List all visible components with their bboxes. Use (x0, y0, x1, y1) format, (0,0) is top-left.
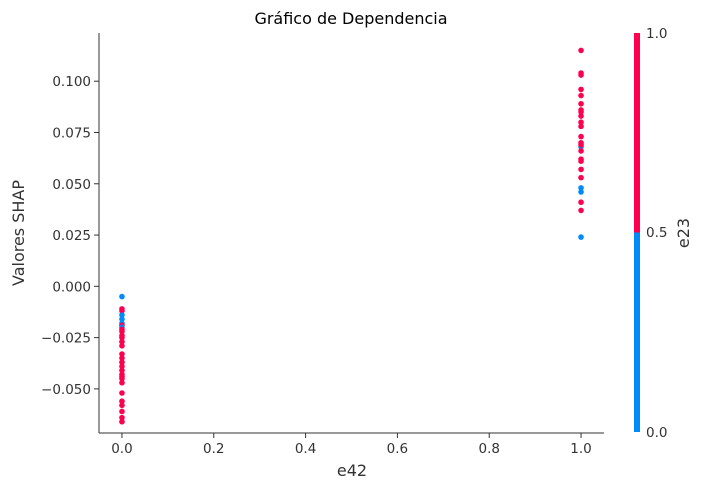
data-point (119, 398, 125, 405)
data-point (119, 338, 125, 345)
colorbar-tick-high: 1.0 (646, 26, 667, 42)
x-tick-label: 0.4 (295, 441, 316, 457)
data-point (578, 185, 584, 191)
data-point (119, 343, 125, 349)
data-point (578, 148, 584, 154)
data-point (119, 293, 125, 300)
colorbar-tick-low: 0.0 (646, 425, 667, 441)
data-point (578, 47, 584, 54)
colorbar-gradient (634, 33, 640, 432)
x-tick-label: 0.0 (111, 441, 132, 457)
data-point (119, 359, 125, 366)
x-tick-label: 1.0 (570, 441, 591, 457)
data-points (119, 47, 584, 425)
colorbar-label: e23 (674, 218, 693, 248)
data-point (578, 133, 584, 140)
colorbar-tick-mid: 0.5 (646, 225, 667, 241)
data-point (119, 402, 125, 409)
y-tick-label: 0.000 (52, 279, 91, 295)
data-point (119, 367, 125, 374)
data-point (119, 316, 125, 322)
data-point (578, 189, 584, 195)
data-point (578, 123, 584, 130)
y-tick-label: −0.050 (41, 382, 91, 398)
data-point (119, 308, 125, 314)
data-point (578, 86, 584, 93)
data-point (578, 141, 584, 148)
x-axis-label: e42 (337, 461, 367, 480)
data-point (578, 158, 584, 165)
y-tick-label: −0.025 (41, 331, 91, 347)
data-point (119, 328, 125, 335)
data-point (119, 408, 125, 415)
data-point (119, 351, 125, 357)
data-point (119, 418, 125, 425)
data-point (578, 92, 584, 99)
chart-title: Gráfico de Dependencia (254, 9, 447, 28)
data-point (578, 234, 584, 240)
data-point (119, 414, 125, 421)
data-point (578, 113, 584, 119)
data-point (578, 109, 584, 115)
data-point (119, 355, 125, 361)
data-point (578, 207, 584, 214)
y-axis-label: Valores SHAP (9, 180, 28, 286)
x-tick-label: 0.6 (387, 441, 408, 457)
data-point (578, 100, 584, 107)
y-tick-label: 0.050 (52, 177, 91, 193)
data-point (119, 379, 125, 386)
data-point (119, 390, 125, 396)
data-point (119, 334, 125, 341)
data-point (578, 72, 584, 78)
data-point (578, 199, 584, 206)
y-tick-label: 0.025 (52, 228, 91, 244)
y-tick-label: 0.100 (52, 74, 91, 90)
x-tick-label: 0.2 (203, 441, 224, 457)
data-point (119, 375, 125, 382)
x-tick-label: 0.8 (478, 441, 499, 457)
data-point (578, 174, 584, 181)
data-point (578, 166, 584, 173)
data-point (119, 363, 125, 370)
data-point (119, 312, 125, 318)
axes (98, 33, 604, 434)
y-tick-label: 0.075 (52, 125, 91, 141)
colorbar: 1.0 0.5 0.0 e23 (634, 26, 693, 441)
y-ticks: −0.050 −0.025 0.000 0.025 0.050 0.075 0.100 (41, 74, 99, 398)
data-point (578, 119, 584, 126)
x-ticks: 0.0 0.2 0.4 0.6 0.8 1.0 (111, 433, 592, 457)
